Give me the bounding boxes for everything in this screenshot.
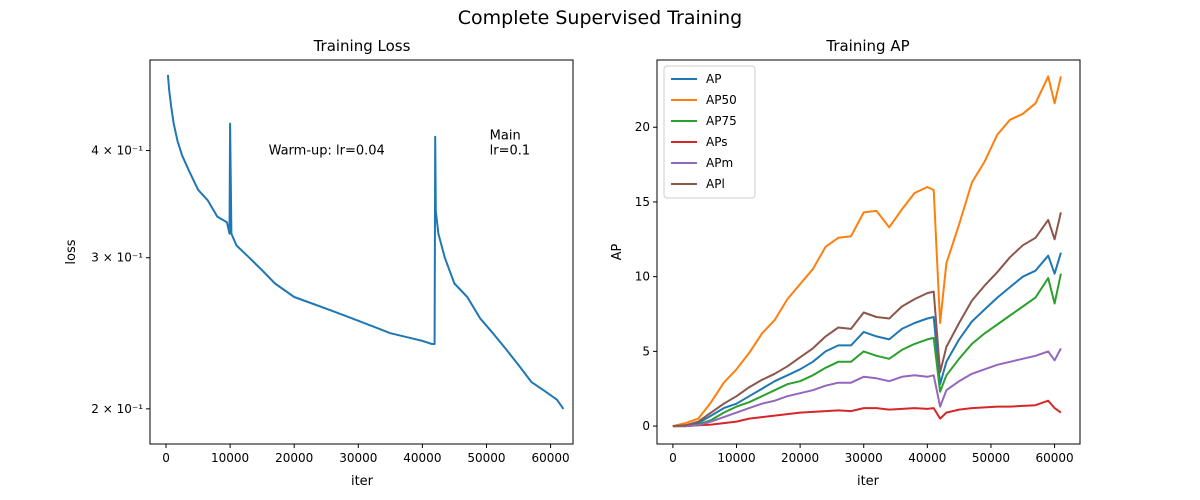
x-tick-label: 20000 bbox=[781, 451, 819, 465]
x-tick-label: 10000 bbox=[211, 451, 249, 465]
ap-series-line-ap bbox=[672, 252, 1062, 428]
loss-x-ticks: 0 10000 20000 30000 40000 50000 60000 bbox=[162, 444, 570, 465]
loss-line bbox=[166, 74, 565, 410]
legend-label: AP bbox=[706, 72, 721, 86]
loss-y-axis-label: loss bbox=[64, 239, 79, 264]
ap-series-line-ap75 bbox=[672, 273, 1062, 428]
x-tick-label: 0 bbox=[162, 451, 170, 465]
loss-annotation-text: lr=0.1 bbox=[490, 144, 531, 159]
x-tick-label: 0 bbox=[669, 451, 677, 465]
ap-axes-frame bbox=[656, 59, 1081, 445]
x-tick-label: 40000 bbox=[908, 451, 946, 465]
legend-label: APl bbox=[706, 177, 725, 191]
legend-label: AP75 bbox=[706, 114, 737, 128]
ap-series-line-apl bbox=[672, 212, 1062, 428]
ap-plot-area bbox=[672, 75, 1062, 428]
x-tick-label: 30000 bbox=[339, 451, 377, 465]
legend-label: AP50 bbox=[706, 93, 737, 107]
x-tick-label: 50000 bbox=[972, 451, 1010, 465]
loss-chart-title: Training Loss bbox=[313, 37, 411, 55]
x-tick-label: 50000 bbox=[467, 451, 505, 465]
loss-axes-frame bbox=[149, 59, 574, 445]
y-tick-label: 0 bbox=[642, 419, 650, 433]
loss-x-axis-label: iter bbox=[351, 474, 374, 489]
legend-label: APs bbox=[706, 135, 728, 149]
y-tick-label: 5 bbox=[642, 344, 650, 358]
ap-chart: Training AP 0 10000 20000 30000 40000 50000 60… bbox=[610, 37, 1081, 489]
y-tick-label: 2 × 10⁻¹ bbox=[91, 402, 143, 416]
y-tick-label: 10 bbox=[635, 270, 650, 284]
ap-y-axis-label: AP bbox=[610, 243, 625, 260]
ap-y-ticks: 0 5 10 15 20 bbox=[635, 120, 657, 433]
ap-series-line-apm bbox=[672, 347, 1062, 428]
loss-y-ticks: 4 × 10⁻¹ 3 × 10⁻¹ 2 × 10⁻¹ bbox=[91, 144, 150, 416]
ap-x-axis-label: iter bbox=[857, 474, 880, 489]
loss-annotation-text: Warm-up: lr=0.04 bbox=[269, 144, 385, 159]
x-tick-label: 60000 bbox=[1035, 451, 1073, 465]
y-tick-label: 15 bbox=[635, 195, 650, 209]
y-tick-label: 4 × 10⁻¹ bbox=[91, 144, 143, 158]
x-tick-label: 10000 bbox=[717, 451, 755, 465]
legend-label: APm bbox=[706, 156, 733, 170]
y-tick-label: 3 × 10⁻¹ bbox=[91, 251, 143, 265]
x-tick-label: 40000 bbox=[403, 451, 441, 465]
ap-series-line-aps bbox=[672, 399, 1062, 428]
ap-series-line-ap50 bbox=[672, 75, 1062, 428]
loss-plot-area bbox=[166, 74, 565, 410]
loss-annotation-text: Main bbox=[490, 129, 521, 144]
figure-suptitle: Complete Supervised Training bbox=[458, 7, 742, 29]
ap-chart-title: Training AP bbox=[825, 37, 909, 55]
loss-chart: Training Loss 0 10000 20000 30000 40000 50000… bbox=[64, 37, 574, 489]
ap-x-ticks: 0 10000 20000 30000 40000 50000 60000 bbox=[669, 444, 1074, 465]
y-tick-label: 20 bbox=[635, 120, 650, 134]
x-tick-label: 60000 bbox=[531, 451, 569, 465]
x-tick-label: 20000 bbox=[275, 451, 313, 465]
ap-legend: AP AP50 AP75 APs APm APl bbox=[663, 65, 756, 199]
x-tick-label: 30000 bbox=[845, 451, 883, 465]
